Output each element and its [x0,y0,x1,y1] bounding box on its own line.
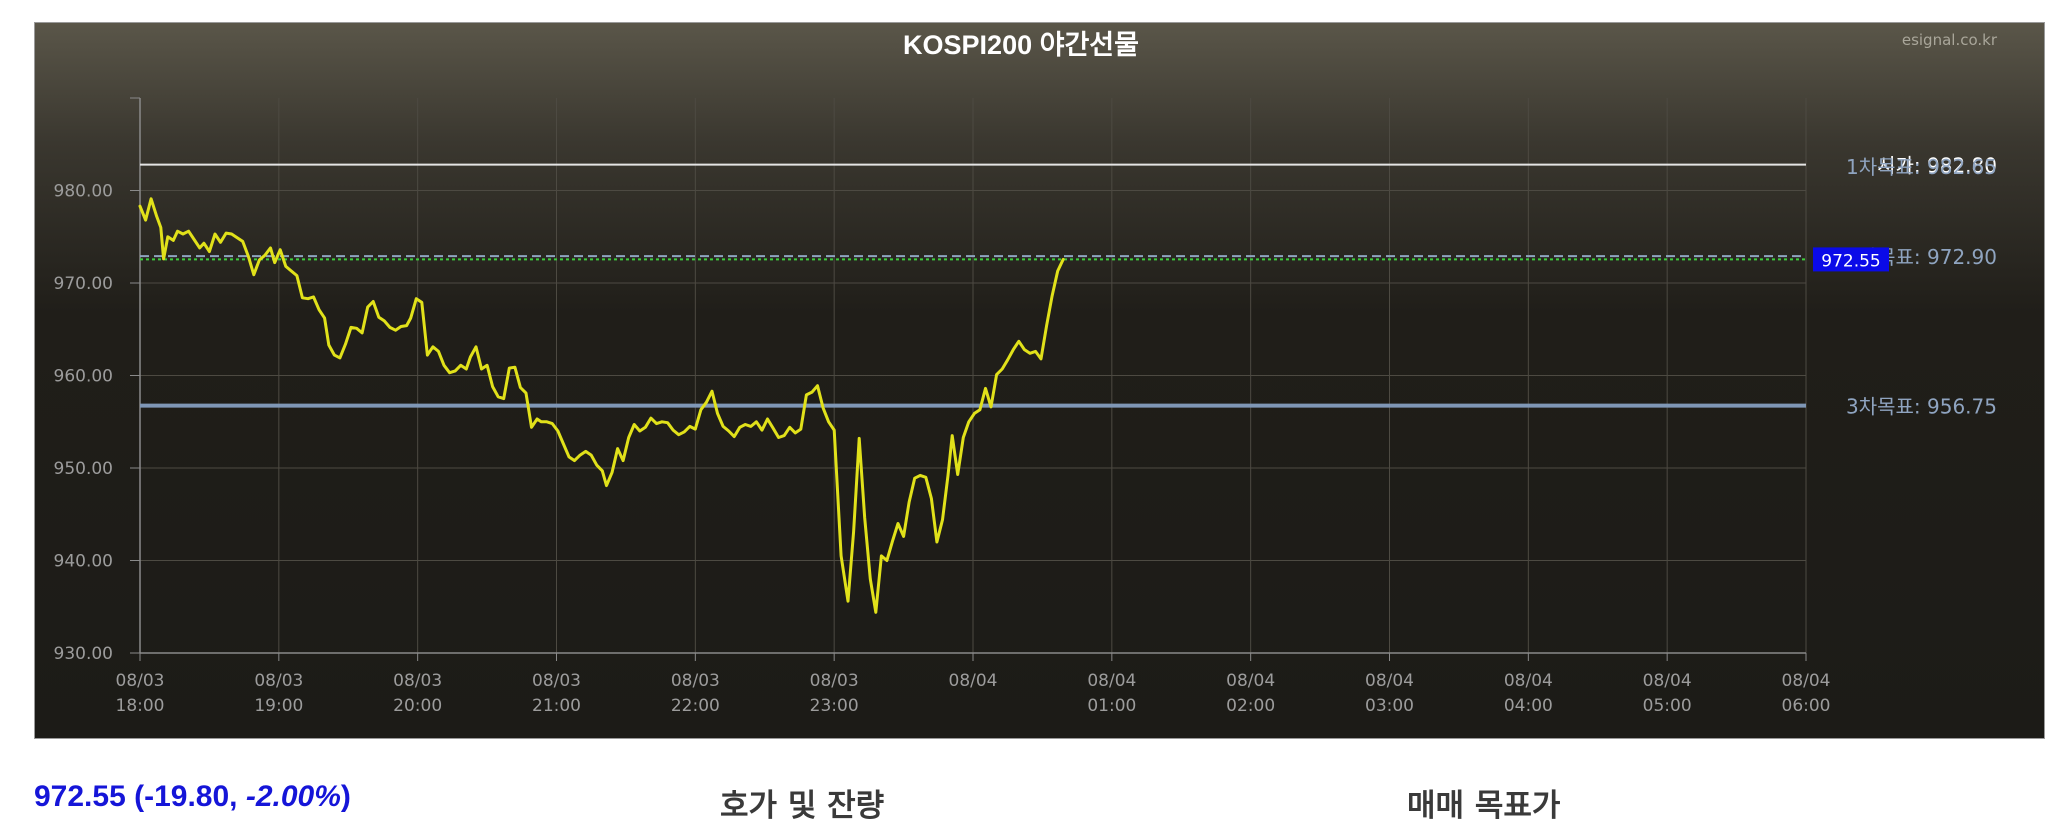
price-change-percent: -2.00% [245,780,341,813]
price-change: -19.80, [144,780,246,813]
x-tick-date: 08/03 [532,671,581,691]
x-tick-time: 05:00 [1643,696,1692,716]
x-tick-time: 02:00 [1226,696,1275,716]
current-price-badge-label: 972.55 [1821,251,1880,271]
watermark: esignal.co.kr [1902,31,1998,49]
x-tick-time: 20:00 [393,696,442,716]
y-tick-label: 940.00 [54,552,113,572]
chart-panel: 930.00 940.00 950.00 960.00 970.00 980.00 08/0… [34,22,2045,739]
price-summary: 972.55 (-19.80, -2.00%) [34,780,351,814]
series [138,197,1065,614]
x-tick-date: 08/04 [1643,671,1692,691]
x-tick-time: 21:00 [532,696,581,716]
reference-label: 1차목표: 982.65 [1846,155,1997,179]
y-tick-label: 950.00 [54,459,113,479]
x-tick-time: 06:00 [1782,696,1831,716]
x-tick-time: 01:00 [1087,696,1136,716]
price-series-line [138,197,1065,614]
x-tick-date: 08/03 [810,671,859,691]
reference-label: 시가: 982.80 [1877,154,1997,178]
x-tick-time: 22:00 [671,696,720,716]
x-tick-time: 03:00 [1365,696,1414,716]
chart-svg: 930.00 940.00 950.00 960.00 970.00 980.00 08/0… [54,30,1998,716]
chart-title: KOSPI200 야간선물 [903,30,1139,60]
y-tick-label: 960.00 [54,367,113,387]
x-tick-time: 04:00 [1504,696,1553,716]
x-tick-date: 08/03 [254,671,303,691]
axes: 930.00 940.00 950.00 960.00 970.00 980.00 08/0… [54,97,1831,716]
target-price-section-title: 매매 목표가 [1407,788,1561,824]
reference-lines [140,163,1806,408]
current-price: 972.55 [34,780,126,813]
x-tick-date: 08/03 [393,671,442,691]
summary-close-paren: ) [340,780,351,813]
y-tick-label: 970.00 [54,274,113,294]
x-tick-date: 08/04 [1365,671,1414,691]
x-tick-time: 23:00 [810,696,859,716]
x-tick-time: 19:00 [254,696,303,716]
summary-open-paren: ( [125,780,145,813]
y-tick-label: 980.00 [54,182,113,202]
x-tick-time: 18:00 [116,696,165,716]
orderbook-section-title: 호가 및 잔량 [720,788,885,824]
x-tick-date: 08/04 [1226,671,1275,691]
x-tick-date: 08/04 [1504,671,1553,691]
reference-label: 3차목표: 956.75 [1846,395,1997,419]
x-tick-date: 08/04 [1087,671,1136,691]
current-price-badge [1813,247,1889,272]
x-tick-date: 08/03 [671,671,720,691]
x-tick-date: 08/04 [949,671,998,691]
grid [140,98,1807,653]
y-tick-label: 930.00 [54,644,113,664]
x-tick-date: 08/04 [1782,671,1831,691]
x-tick-date: 08/03 [116,671,165,691]
